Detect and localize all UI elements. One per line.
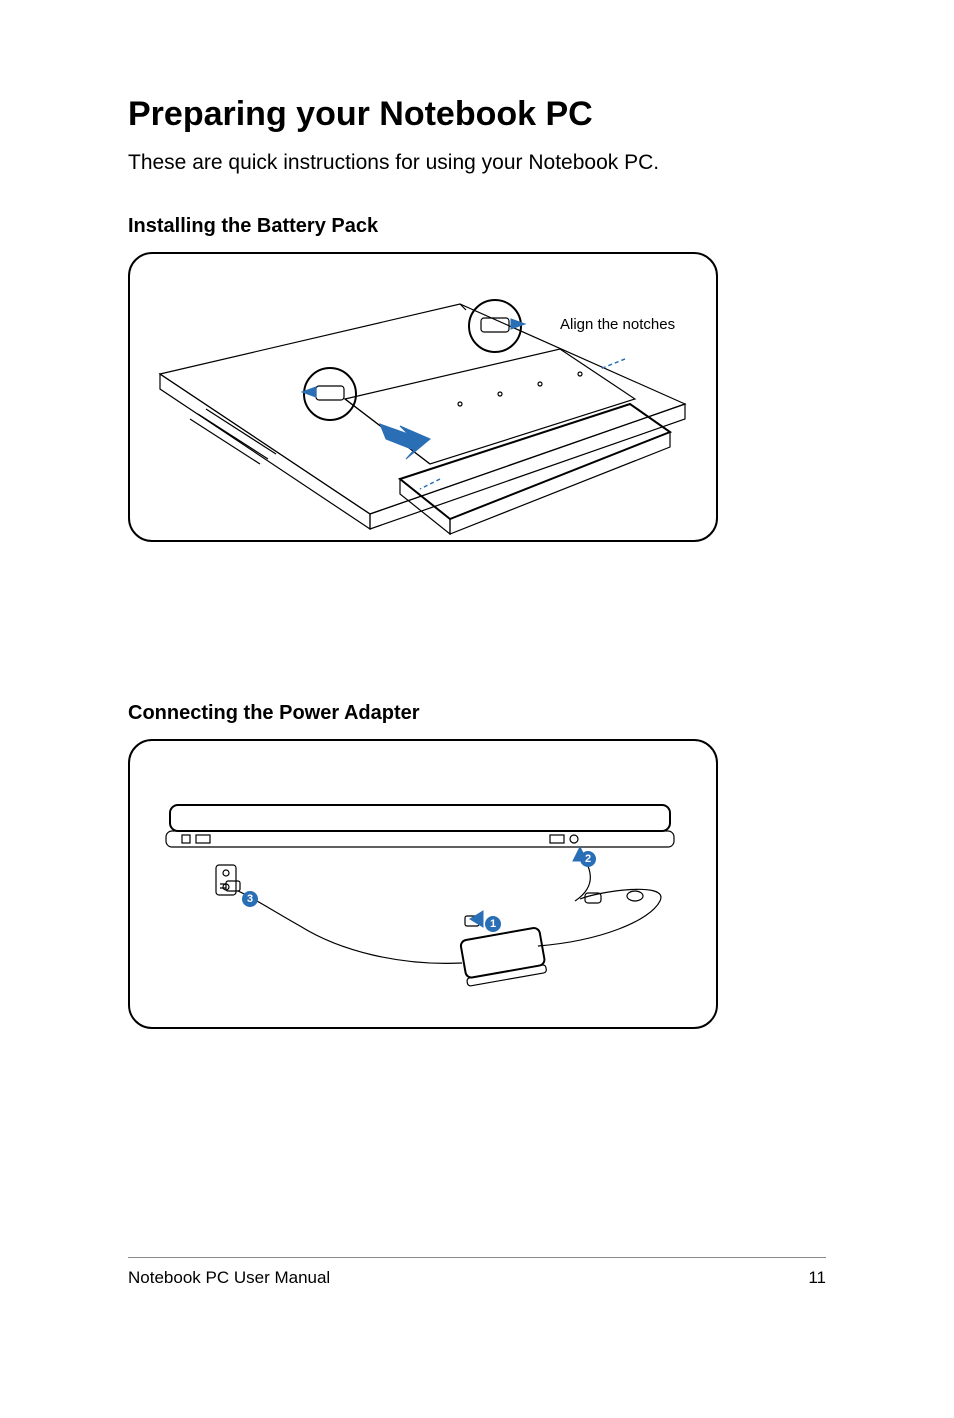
footer-manual-title: Notebook PC User Manual: [128, 1268, 330, 1288]
battery-diagram-svg: [130, 254, 718, 542]
page-title: Preparing your Notebook PC: [128, 96, 826, 133]
figure-power-adapter: 1 2 3: [128, 739, 718, 1029]
footer-page-number: 11: [808, 1268, 826, 1288]
figure-battery-install: Align the notches: [128, 252, 718, 542]
callout-align-notches: Align the notches: [560, 316, 675, 333]
section-heading-battery: Installing the Battery Pack: [128, 215, 826, 238]
page-footer: Notebook PC User Manual 11: [128, 1257, 826, 1288]
document-page: Preparing your Notebook PC These are qui…: [0, 0, 954, 1418]
power-diagram-svg: [130, 741, 718, 1029]
intro-paragraph: These are quick instructions for using y…: [128, 151, 826, 175]
section-heading-power: Connecting the Power Adapter: [128, 702, 826, 725]
